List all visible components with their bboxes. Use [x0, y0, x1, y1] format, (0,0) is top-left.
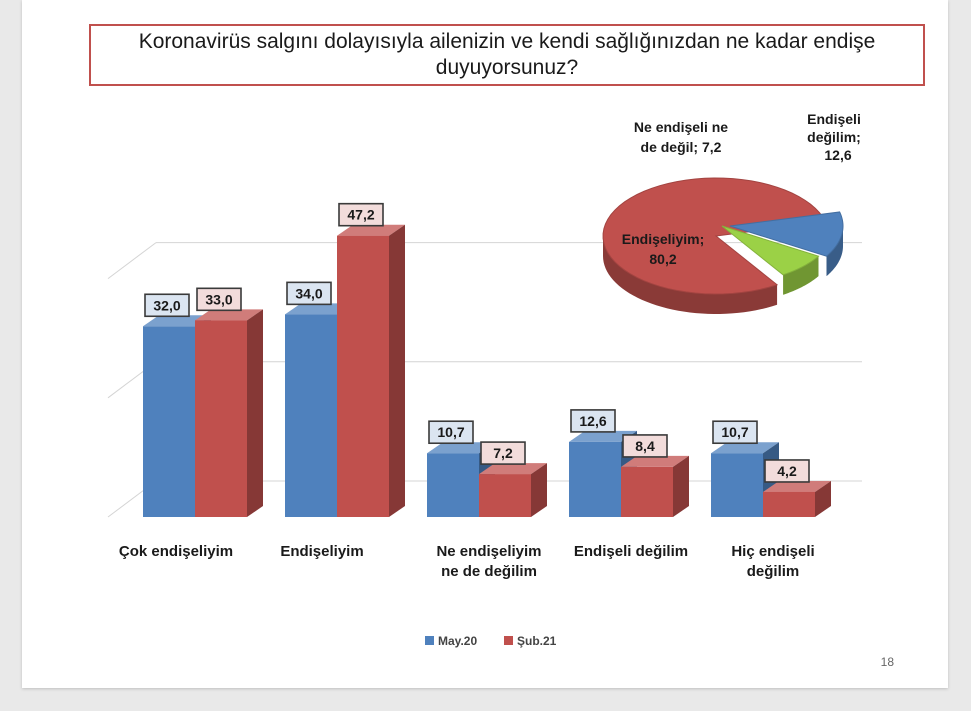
chart-title: Koronavirüs salgını dolayısıyla ailenizi… [138, 30, 876, 79]
bar-sub21 [195, 309, 263, 517]
category-label: Hiç endişeli değilim [731, 543, 814, 580]
bar-top [195, 309, 263, 321]
bar-sub21 [479, 463, 547, 517]
bar-sub21 [337, 224, 405, 518]
bar-top [285, 303, 353, 315]
bar-value-label: 33,0 [205, 291, 232, 307]
bar-side [247, 309, 263, 517]
pie-label: Endişeli değilim; 12,6 [807, 111, 861, 163]
bar-value-label: 32,0 [153, 297, 180, 313]
bar-value-label-box [764, 459, 810, 483]
bar-top [711, 442, 779, 454]
category-label: Endişeli değilim [574, 543, 688, 560]
bar-front [711, 453, 763, 517]
pie-label: Endişeliyim; 80,2 [622, 231, 704, 267]
pie-label: Ne endişeli ne de değil; 7,2 [634, 119, 728, 155]
category-label: Endişeliyim [280, 543, 363, 560]
bar-top [569, 430, 637, 442]
bar-value-label-box [712, 420, 758, 445]
bar-value-label: 10,7 [437, 424, 464, 440]
pie-slice-side [826, 226, 843, 277]
bar-value-label-box [144, 293, 190, 318]
legend-swatch [504, 636, 513, 645]
bar-value-label: 8,4 [635, 438, 655, 454]
bar-top [479, 463, 547, 475]
bar-front [621, 466, 673, 517]
bar-top [427, 442, 495, 454]
bar-value-label: 12,6 [579, 413, 606, 429]
pie-chart [602, 177, 844, 314]
bar-value-label-box [196, 287, 242, 312]
bar-front [195, 320, 247, 517]
category-label: Ne endişeliyim ne de değilim [436, 543, 541, 580]
bar-value-label: 7,2 [493, 445, 513, 461]
bar-front [285, 314, 337, 517]
bar-side [673, 455, 689, 517]
bar-value-label-box [286, 281, 332, 306]
bar-value-label: 47,2 [347, 207, 374, 223]
bar-value-label-box [428, 420, 474, 445]
bar-value-label: 34,0 [295, 285, 322, 301]
pie-slice-side [783, 256, 819, 295]
gridline-depth [107, 242, 157, 280]
legend-swatch [425, 636, 434, 645]
bar-top [621, 455, 689, 467]
legend-label: Şub.21 [517, 634, 557, 648]
bar-top [143, 315, 211, 327]
legend-label: May.20 [438, 634, 477, 648]
bar-front [143, 326, 195, 517]
pie-slice-side [603, 236, 778, 314]
bar-value-label: 4,2 [777, 463, 797, 479]
bar-value-label-box [338, 202, 384, 227]
bar-front [479, 474, 531, 517]
bar-top [763, 480, 831, 492]
pie-slice [721, 225, 820, 276]
bar-front [569, 441, 621, 517]
bar-side [389, 224, 405, 518]
title-box: Koronavirüs salgını dolayısıyla ailenizi… [89, 24, 925, 86]
bar-value-label-box [480, 441, 526, 465]
bar-value-label: 10,7 [721, 424, 748, 440]
bar-value-label-box [570, 409, 616, 433]
bar-value-label-box [622, 434, 668, 458]
bar-front [337, 235, 389, 518]
bar-sub21 [621, 455, 689, 517]
bar-side [815, 480, 831, 517]
pie-slice [602, 177, 827, 295]
bar-front [763, 491, 815, 517]
bar-top [337, 224, 405, 236]
bar-sub21 [763, 480, 831, 517]
bar-front [427, 453, 479, 517]
page-number: 18 [880, 655, 894, 669]
bar-side [531, 463, 547, 517]
category-label: Çok endişeliyim [119, 543, 233, 560]
pie-slice [729, 211, 844, 257]
